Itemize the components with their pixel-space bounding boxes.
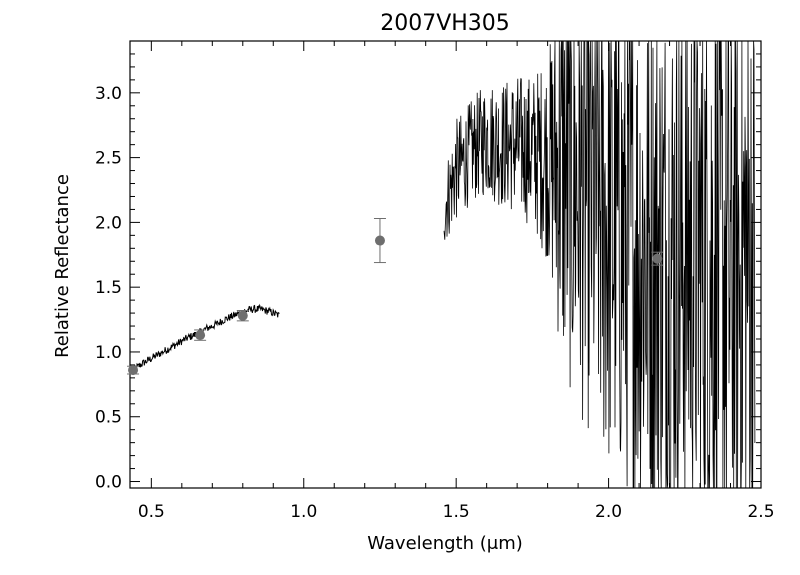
axes: 0.5 1.0 1.5 2.0 2.5 0.0 0.5 1.0 1.5 2.0 2.5 3.0 — [95, 40, 775, 522]
x-tick-label: 1.0 — [290, 502, 317, 522]
y-tick-label: 1.0 — [95, 343, 122, 363]
y-tick-label: 3.0 — [95, 84, 122, 104]
nir-spectrum-line — [443, 40, 756, 489]
photometry-point — [373, 218, 386, 264]
y-tick-label: 0.0 — [95, 473, 122, 493]
y-tick-label: 2.5 — [95, 149, 122, 169]
photometry-point — [236, 309, 249, 322]
photometry-point — [127, 365, 140, 376]
x-tick-label: 2.0 — [595, 502, 622, 522]
x-axis-label: Wavelength (μm) — [367, 533, 523, 554]
photometry-marker — [237, 310, 248, 321]
photometry-point — [651, 251, 664, 266]
y-tick-label: 1.5 — [95, 278, 122, 298]
x-tick-label: 2.5 — [747, 502, 774, 522]
chart-title: 2007VH305 — [380, 11, 510, 36]
photometry-marker — [128, 365, 139, 376]
x-tick-label: 0.5 — [138, 502, 165, 522]
y-axis-label: Relative Reflectance — [52, 174, 73, 358]
x-tick-label: 1.5 — [443, 502, 470, 522]
y-tick-label: 2.0 — [95, 213, 122, 233]
photometry-marker — [195, 330, 206, 341]
nir-spectrum-series — [443, 40, 756, 489]
photometry-marker — [652, 253, 663, 264]
y-tick-label: 0.5 — [95, 408, 122, 428]
photometry-point — [194, 329, 207, 341]
photometry-series — [127, 218, 664, 376]
visible-spectrum-series — [132, 303, 280, 372]
photometry-marker — [374, 235, 385, 246]
plot-frame — [129, 40, 762, 489]
visible-spectrum-line — [132, 303, 280, 372]
